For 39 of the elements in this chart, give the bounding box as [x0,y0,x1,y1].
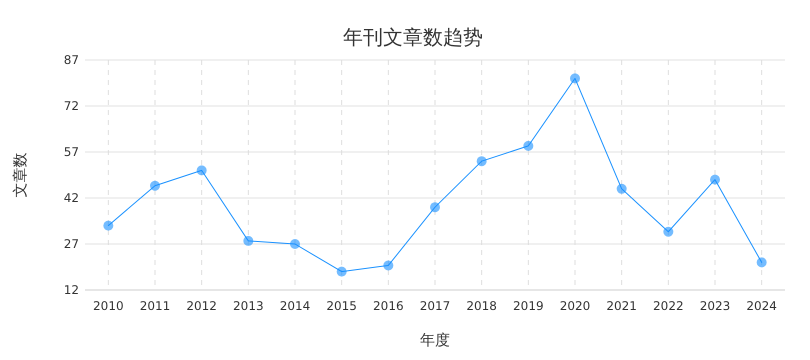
point [663,226,674,237]
point [383,260,394,270]
x-tick-label: 2010 [93,299,124,313]
point [710,174,720,185]
y-tick-label: 57 [64,145,79,159]
point [290,239,300,249]
x-tick-label: 2015 [326,299,357,313]
y-tick-label: 27 [64,237,79,251]
y-tick-label: 72 [64,99,79,113]
point [616,184,627,194]
point [196,165,207,176]
y-tick-label: 87 [64,53,79,67]
point [103,220,114,231]
chart-title: 年刊文章数趋势 [343,25,483,49]
y-tick-label: 42 [64,191,79,205]
x-tick-label: 2021 [606,299,637,313]
point [150,180,160,191]
x-tick-label: 2022 [653,299,684,313]
point [243,236,254,246]
x-tick-label: 2016 [373,299,404,313]
y-tick-label: 12 [64,283,79,297]
x-tick-label: 2024 [746,299,777,313]
x-tick-label: 2020 [560,299,590,313]
x-tick-label: 2023 [700,299,730,313]
point [430,202,440,212]
point [336,266,347,277]
x-tick-label: 2019 [513,299,544,313]
x-tick-label: 2017 [420,299,450,313]
x-tick-label: 2014 [280,299,310,313]
point [523,140,534,151]
x-tick-label: 2013 [233,299,264,313]
x-axis-title: 年度 [420,331,450,349]
point [756,257,767,268]
x-tick-label: 2018 [466,299,497,313]
x-tick-label: 2012 [186,299,217,313]
point [570,73,580,84]
point [476,156,487,166]
y-axis-title: 文章数 [11,152,29,198]
x-tick-label: 2011 [140,299,170,313]
